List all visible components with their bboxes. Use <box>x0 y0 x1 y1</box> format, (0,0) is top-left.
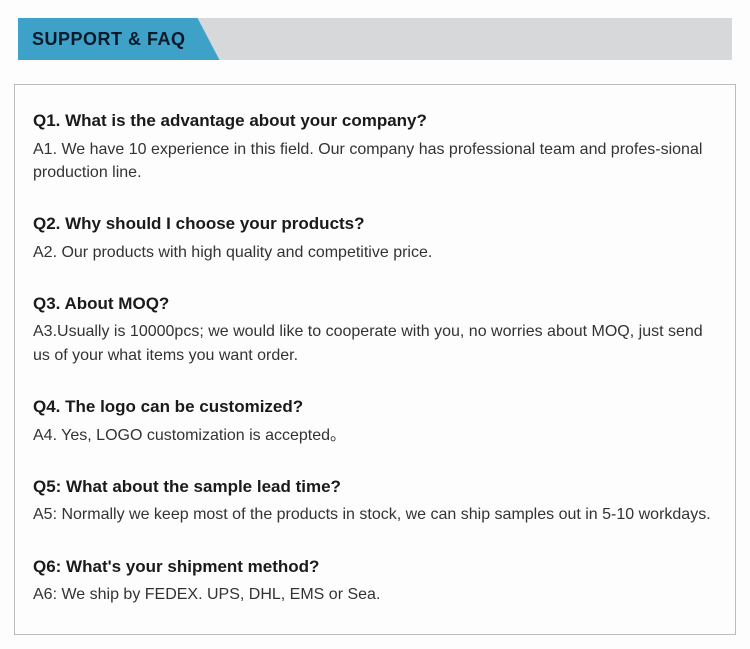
section-header-bar: SUPPORT & FAQ <box>18 18 732 60</box>
faq-container: Q1. What is the advantage about your com… <box>14 84 736 635</box>
faq-question: Q4. The logo can be customized? <box>33 395 717 420</box>
faq-answer: A6: We ship by FEDEX. UPS, DHL, EMS or S… <box>33 583 717 606</box>
faq-question: Q1. What is the advantage about your com… <box>33 109 717 134</box>
faq-answer: A2. Our products with high quality and c… <box>33 241 717 264</box>
faq-answer: A4. Yes, LOGO customization is accepted。 <box>33 424 717 447</box>
faq-item: Q4. The logo can be customized? A4. Yes,… <box>33 395 717 447</box>
faq-item: Q2. Why should I choose your products? A… <box>33 212 717 264</box>
faq-question: Q3. About MOQ? <box>33 292 717 317</box>
faq-answer: A3.Usually is 10000pcs; we would like to… <box>33 320 717 366</box>
faq-question: Q2. Why should I choose your products? <box>33 212 717 237</box>
section-title: SUPPORT & FAQ <box>32 29 186 50</box>
faq-answer: A5: Normally we keep most of the product… <box>33 503 717 526</box>
faq-question: Q6: What's your shipment method? <box>33 555 717 580</box>
faq-item: Q5: What about the sample lead time? A5:… <box>33 475 717 527</box>
faq-item: Q1. What is the advantage about your com… <box>33 109 717 184</box>
section-header-tab: SUPPORT & FAQ <box>18 18 220 60</box>
faq-item: Q6: What's your shipment method? A6: We … <box>33 555 717 607</box>
faq-answer: A1. We have 10 experience in this field.… <box>33 138 717 184</box>
faq-question: Q5: What about the sample lead time? <box>33 475 717 500</box>
faq-item: Q3. About MOQ? A3.Usually is 10000pcs; w… <box>33 292 717 367</box>
